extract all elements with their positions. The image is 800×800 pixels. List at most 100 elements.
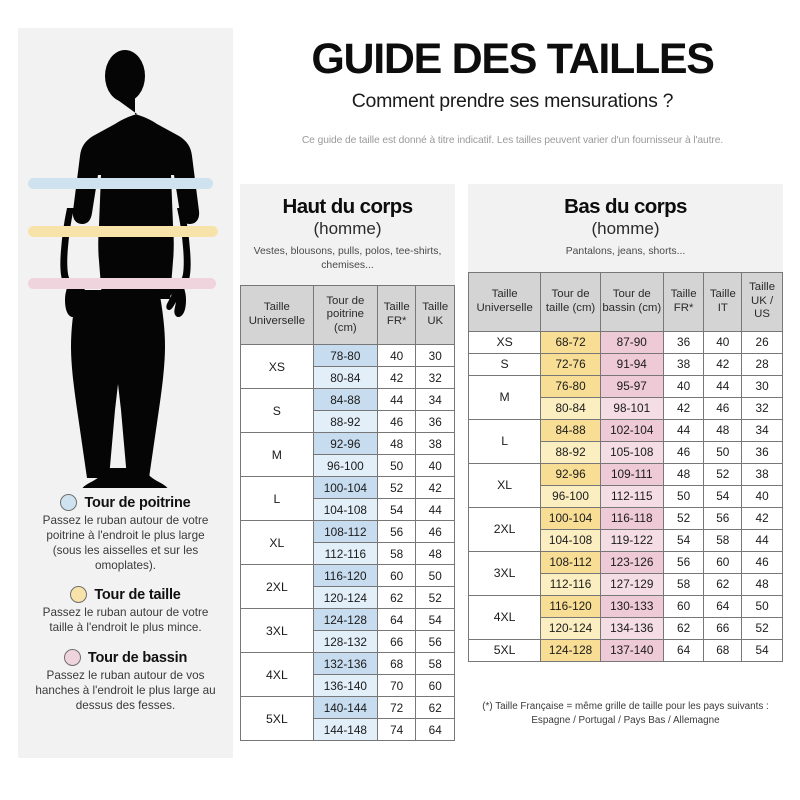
cell-value: 78-80 xyxy=(312,344,378,368)
cell-value: 116-120 xyxy=(312,564,378,588)
legend-item-waist: Tour de taille Passez le ruban autour de… xyxy=(28,586,223,636)
upper-body-description: Vestes, blousons, pulls, polos, tee-shir… xyxy=(253,246,442,271)
cell-value: 62 xyxy=(415,696,455,720)
table-row: 96-100 112-115 50 54 40 xyxy=(469,484,783,508)
male-body-icon xyxy=(60,50,200,488)
cell-value: 58 xyxy=(376,542,417,566)
left-panel: Tour de poitrine Passez le ruban autour … xyxy=(18,28,233,758)
cell-universal-size: 4XL xyxy=(467,594,542,640)
cell-value: 42 xyxy=(741,506,783,530)
cell-value: 76-80 xyxy=(540,374,601,398)
cell-value: 64 xyxy=(415,718,455,742)
cell-value: 44 xyxy=(741,528,783,552)
cell-value: 112-116 xyxy=(540,572,601,596)
cell-value: 112-115 xyxy=(599,484,664,508)
cell-value: 42 xyxy=(376,366,417,390)
cell-value: 46 xyxy=(703,396,743,420)
cell-value: 48 xyxy=(662,462,705,486)
cell-value: 68 xyxy=(703,638,743,662)
cell-value: 58 xyxy=(703,528,743,552)
upper-table-head: Taille Universelle Tour de poitrine (cm)… xyxy=(240,285,455,346)
cell-value: 36 xyxy=(741,440,783,464)
legend-title-waist: Tour de taille xyxy=(94,586,181,603)
upper-body-subtitle: (homme) xyxy=(313,218,382,238)
cell-value: 62 xyxy=(662,616,705,640)
cell-value: 52 xyxy=(703,462,743,486)
col-uk-us-size: Taille UK / US xyxy=(741,271,783,332)
lower-body-description: Pantalons, jeans, shorts... xyxy=(565,246,686,258)
upper-body-header: Haut du corps (homme) Vestes, blousons, … xyxy=(240,184,455,286)
table-row: 4XL 132-136 68 58 xyxy=(240,652,455,698)
cell-value: 58 xyxy=(415,652,455,676)
table-row: L 100-104 52 42 xyxy=(240,476,455,522)
cell-value: 60 xyxy=(376,564,417,588)
table-row: M 92-96 48 38 xyxy=(240,432,455,478)
table-row: 120-124 62 52 xyxy=(241,586,455,610)
cell-value: 140-144 xyxy=(312,696,378,720)
cell-value: 84-88 xyxy=(540,418,601,442)
cell-value: 54 xyxy=(415,608,455,632)
cell-value: 130-133 xyxy=(599,594,664,618)
cell-value: 64 xyxy=(662,638,705,662)
cell-value: 144-148 xyxy=(312,718,378,742)
table-row: 5XL 140-144 72 62 xyxy=(240,696,455,742)
cell-universal-size: L xyxy=(467,418,542,464)
cell-value: 48 xyxy=(741,572,783,596)
table-row: S 72-76 91-94 38 42 28 xyxy=(467,352,783,376)
legend-text-chest: Passez le ruban autour de votre poitrine… xyxy=(42,514,209,572)
cell-value: 88-92 xyxy=(540,440,601,464)
cell-value: 84-88 xyxy=(312,388,378,412)
cell-value: 56 xyxy=(376,520,417,544)
cell-universal-size: XS xyxy=(467,330,542,354)
cell-value: 52 xyxy=(662,506,705,530)
legend-text-hips: Passez le ruban autour de vos hanches à … xyxy=(35,669,216,712)
legend-text-waist: Passez le ruban autour de votre taille à… xyxy=(42,606,209,635)
table-row: 104-108 119-122 54 58 44 xyxy=(469,528,783,552)
table-row: 80-84 42 32 xyxy=(241,366,455,390)
cell-value: 124-128 xyxy=(312,608,378,632)
col-hips-cm: Tour de bassin (cm) xyxy=(599,271,664,332)
cell-value: 42 xyxy=(415,476,455,500)
cell-value: 32 xyxy=(741,396,783,420)
cell-value: 56 xyxy=(703,506,743,530)
table-row: 112-116 58 48 xyxy=(241,542,455,566)
cell-value: 100-104 xyxy=(312,476,378,500)
upper-header-row: Taille Universelle Tour de poitrine (cm)… xyxy=(240,285,455,346)
cell-value: 26 xyxy=(741,330,783,354)
cell-value: 40 xyxy=(662,374,705,398)
col-universal-size: Taille Universelle xyxy=(240,285,314,346)
disclaimer-text: Ce guide de taille est donné à titre ind… xyxy=(301,135,724,146)
cell-value: 50 xyxy=(703,440,743,464)
cell-value: 80-84 xyxy=(540,396,601,420)
table-row: 4XL 116-120 130-133 60 64 50 xyxy=(467,594,783,640)
lower-table-body: XS 68-72 87-90 36 40 26 S 72-76 91-94 38 42 28 M 76-8… xyxy=(467,330,783,662)
cell-value: 62 xyxy=(376,586,417,610)
cell-value: 128-132 xyxy=(312,630,378,654)
cell-value: 134-136 xyxy=(599,616,664,640)
footnote-text: (*) Taille Française = même grille de ta… xyxy=(482,701,769,727)
col-chest-cm: Tour de poitrine (cm) xyxy=(312,285,378,346)
table-row: 2XL 116-120 60 50 xyxy=(240,564,455,610)
lower-body-header: Bas du corps (homme) Pantalons, jeans, s… xyxy=(468,184,783,272)
cell-value: 54 xyxy=(703,484,743,508)
measurement-legend: Tour de poitrine Passez le ruban autour … xyxy=(18,488,233,714)
table-row: 5XL 124-128 137-140 64 68 54 xyxy=(467,638,783,662)
cell-universal-size: 2XL xyxy=(240,564,314,610)
cell-value: 52 xyxy=(376,476,417,500)
cell-universal-size: XS xyxy=(240,344,314,390)
cell-value: 127-129 xyxy=(599,572,664,596)
cell-value: 46 xyxy=(741,550,783,574)
cell-value: 124-128 xyxy=(540,638,601,662)
cell-value: 96-100 xyxy=(540,484,601,508)
cell-value: 54 xyxy=(741,638,783,662)
cell-value: 38 xyxy=(662,352,705,376)
cell-value: 54 xyxy=(376,498,417,522)
cell-universal-size: 5XL xyxy=(240,696,314,742)
table-row: 88-92 105-108 46 50 36 xyxy=(469,440,783,464)
legend-title-chest: Tour de poitrine xyxy=(84,494,191,511)
cell-value: 68-72 xyxy=(540,330,601,354)
cell-value: 72-76 xyxy=(540,352,601,376)
cell-value: 136-140 xyxy=(312,674,378,698)
cell-value: 40 xyxy=(741,484,783,508)
cell-value: 56 xyxy=(415,630,455,654)
